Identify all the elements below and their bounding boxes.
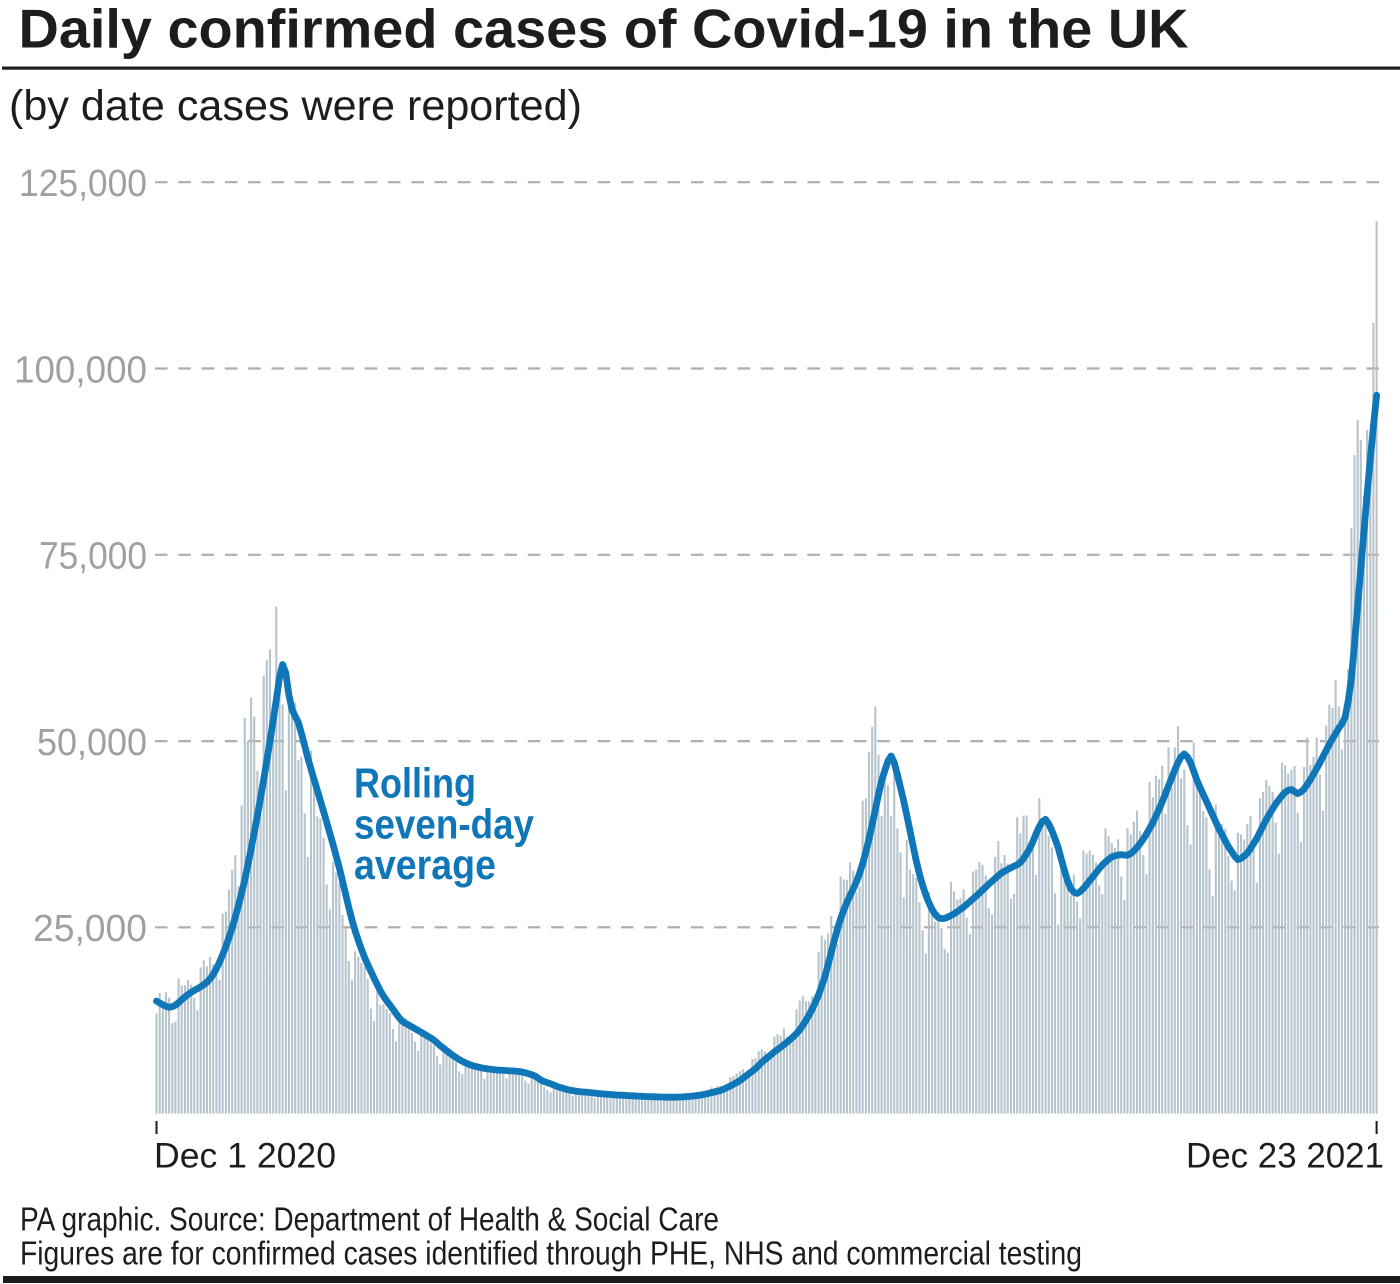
svg-text:125,000: 125,000 xyxy=(19,163,147,205)
svg-text:Daily confirmed cases of Covid: Daily confirmed cases of Covid-19 in the… xyxy=(19,0,1189,60)
svg-text:25,000: 25,000 xyxy=(33,908,147,950)
svg-text:75,000: 75,000 xyxy=(39,536,147,578)
svg-text:Figures are for confirmed case: Figures are for confirmed cases identifi… xyxy=(20,1235,1082,1272)
svg-text:(by date cases were reported): (by date cases were reported) xyxy=(9,82,582,130)
svg-text:PA graphic. Source: Department: PA graphic. Source: Department of Health… xyxy=(20,1201,719,1238)
svg-text:100,000: 100,000 xyxy=(14,349,147,391)
svg-text:50,000: 50,000 xyxy=(37,722,147,764)
svg-text:average: average xyxy=(354,841,496,888)
svg-text:Rolling: Rolling xyxy=(354,760,476,807)
svg-text:seven-day: seven-day xyxy=(354,800,535,847)
svg-text:Dec 23 2021: Dec 23 2021 xyxy=(1186,1136,1384,1176)
svg-text:Dec 1 2020: Dec 1 2020 xyxy=(154,1136,336,1176)
